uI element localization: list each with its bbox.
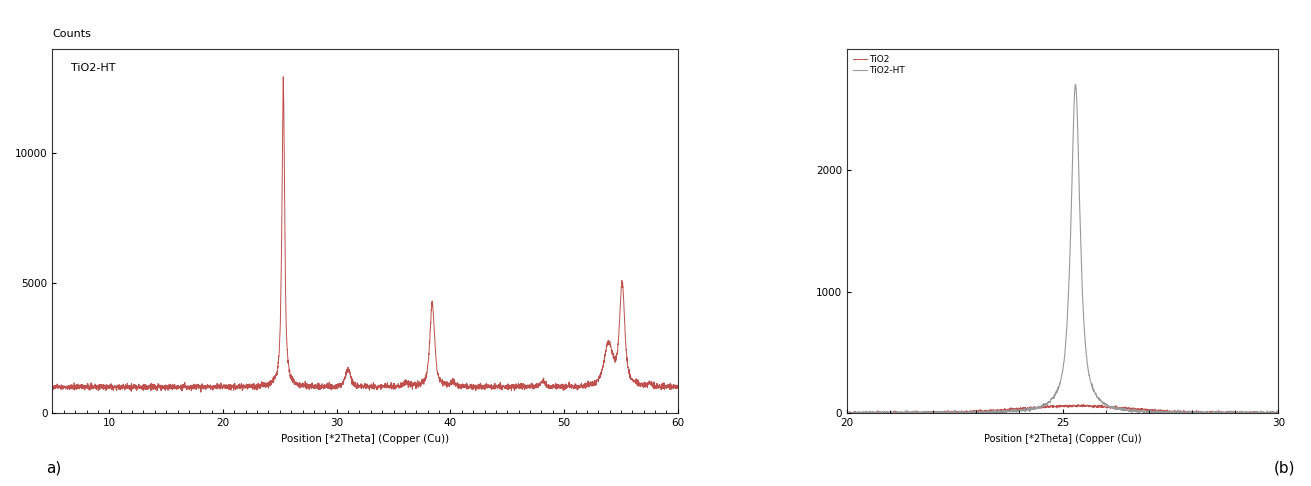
TiO2-HT <box>839 410 855 416</box>
TiO2 <box>861 411 877 417</box>
TiO2 <box>839 410 855 416</box>
TiO2-HT <box>1259 410 1274 416</box>
X-axis label: Position [*2Theta] (Copper (Cu)): Position [*2Theta] (Copper (Cu)) <box>281 434 450 444</box>
TiO2 <box>1270 411 1286 417</box>
TiO2 <box>1190 412 1206 418</box>
Line: TiO2: TiO2 <box>847 404 1278 415</box>
TiO2-HT <box>1270 410 1286 416</box>
X-axis label: Position [*2Theta] (Copper (Cu)): Position [*2Theta] (Copper (Cu)) <box>983 434 1142 444</box>
Line: TiO2-HT: TiO2-HT <box>847 85 1278 415</box>
Legend: TiO2, TiO2-HT: TiO2, TiO2-HT <box>851 53 907 76</box>
TiO2 <box>1076 401 1092 407</box>
TiO2 <box>1259 410 1274 416</box>
TiO2 <box>1049 403 1065 409</box>
TiO2 <box>1259 412 1274 417</box>
TiO2-HT <box>861 409 877 415</box>
TiO2 <box>1037 403 1053 409</box>
TiO2-HT <box>1049 389 1065 395</box>
TiO2-HT <box>1067 82 1083 87</box>
Text: TiO2-HT: TiO2-HT <box>71 63 115 73</box>
TiO2-HT <box>1179 410 1194 416</box>
TiO2-HT <box>840 412 856 418</box>
Text: a): a) <box>46 461 62 475</box>
TiO2 <box>1179 409 1194 415</box>
Text: (b): (b) <box>1274 461 1295 475</box>
TiO2-HT <box>1037 400 1053 406</box>
Text: Counts: Counts <box>52 29 92 39</box>
TiO2-HT <box>1259 409 1274 415</box>
